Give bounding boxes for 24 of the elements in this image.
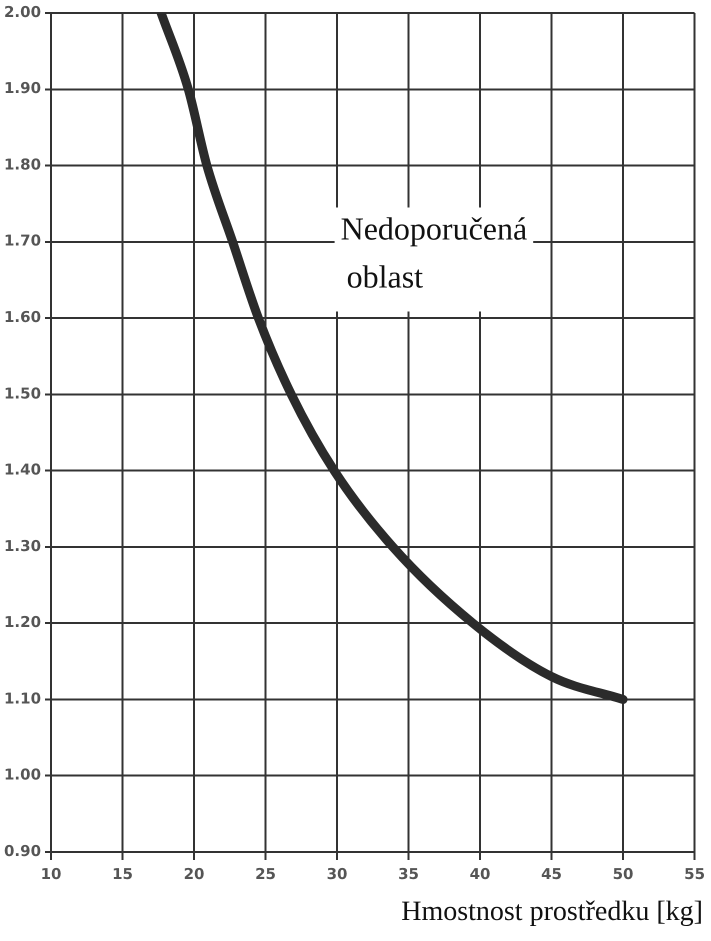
x-tick-label: 15 — [112, 864, 133, 883]
y-tick-label: 1.40 — [4, 460, 42, 479]
y-tick-label: 1.70 — [4, 232, 42, 250]
y-tick-label: 1.10 — [4, 689, 42, 708]
x-tick-label: 45 — [541, 864, 562, 883]
x-tick-label: 40 — [470, 864, 490, 883]
x-tick-label: 30 — [326, 864, 348, 883]
x-tick-label: 20 — [184, 864, 204, 883]
y-tick-label: 1.20 — [4, 613, 42, 632]
x-axis-title: Hmostnost prostředku [kg] — [401, 896, 703, 928]
y-tick-label: 1.60 — [4, 308, 42, 326]
x-tick-label: 25 — [255, 864, 276, 883]
y-tick-label: 1.80 — [4, 155, 42, 174]
y-tick-label: 1.90 — [4, 79, 42, 98]
x-tick-label: 50 — [612, 864, 634, 883]
x-tick-label: 55 — [684, 864, 705, 883]
y-tick-label: 1.30 — [4, 536, 42, 555]
x-tick-label: 35 — [398, 864, 419, 883]
y-tick-label: 0.90 — [4, 842, 42, 860]
x-tick-label: 10 — [40, 864, 62, 883]
y-tick-label: 1.50 — [4, 384, 42, 402]
annotation: Nedoporučená oblast — [340, 210, 528, 295]
y-tick-label: 1.00 — [4, 766, 42, 784]
y-tick-label: 2.00 — [4, 2, 42, 21]
